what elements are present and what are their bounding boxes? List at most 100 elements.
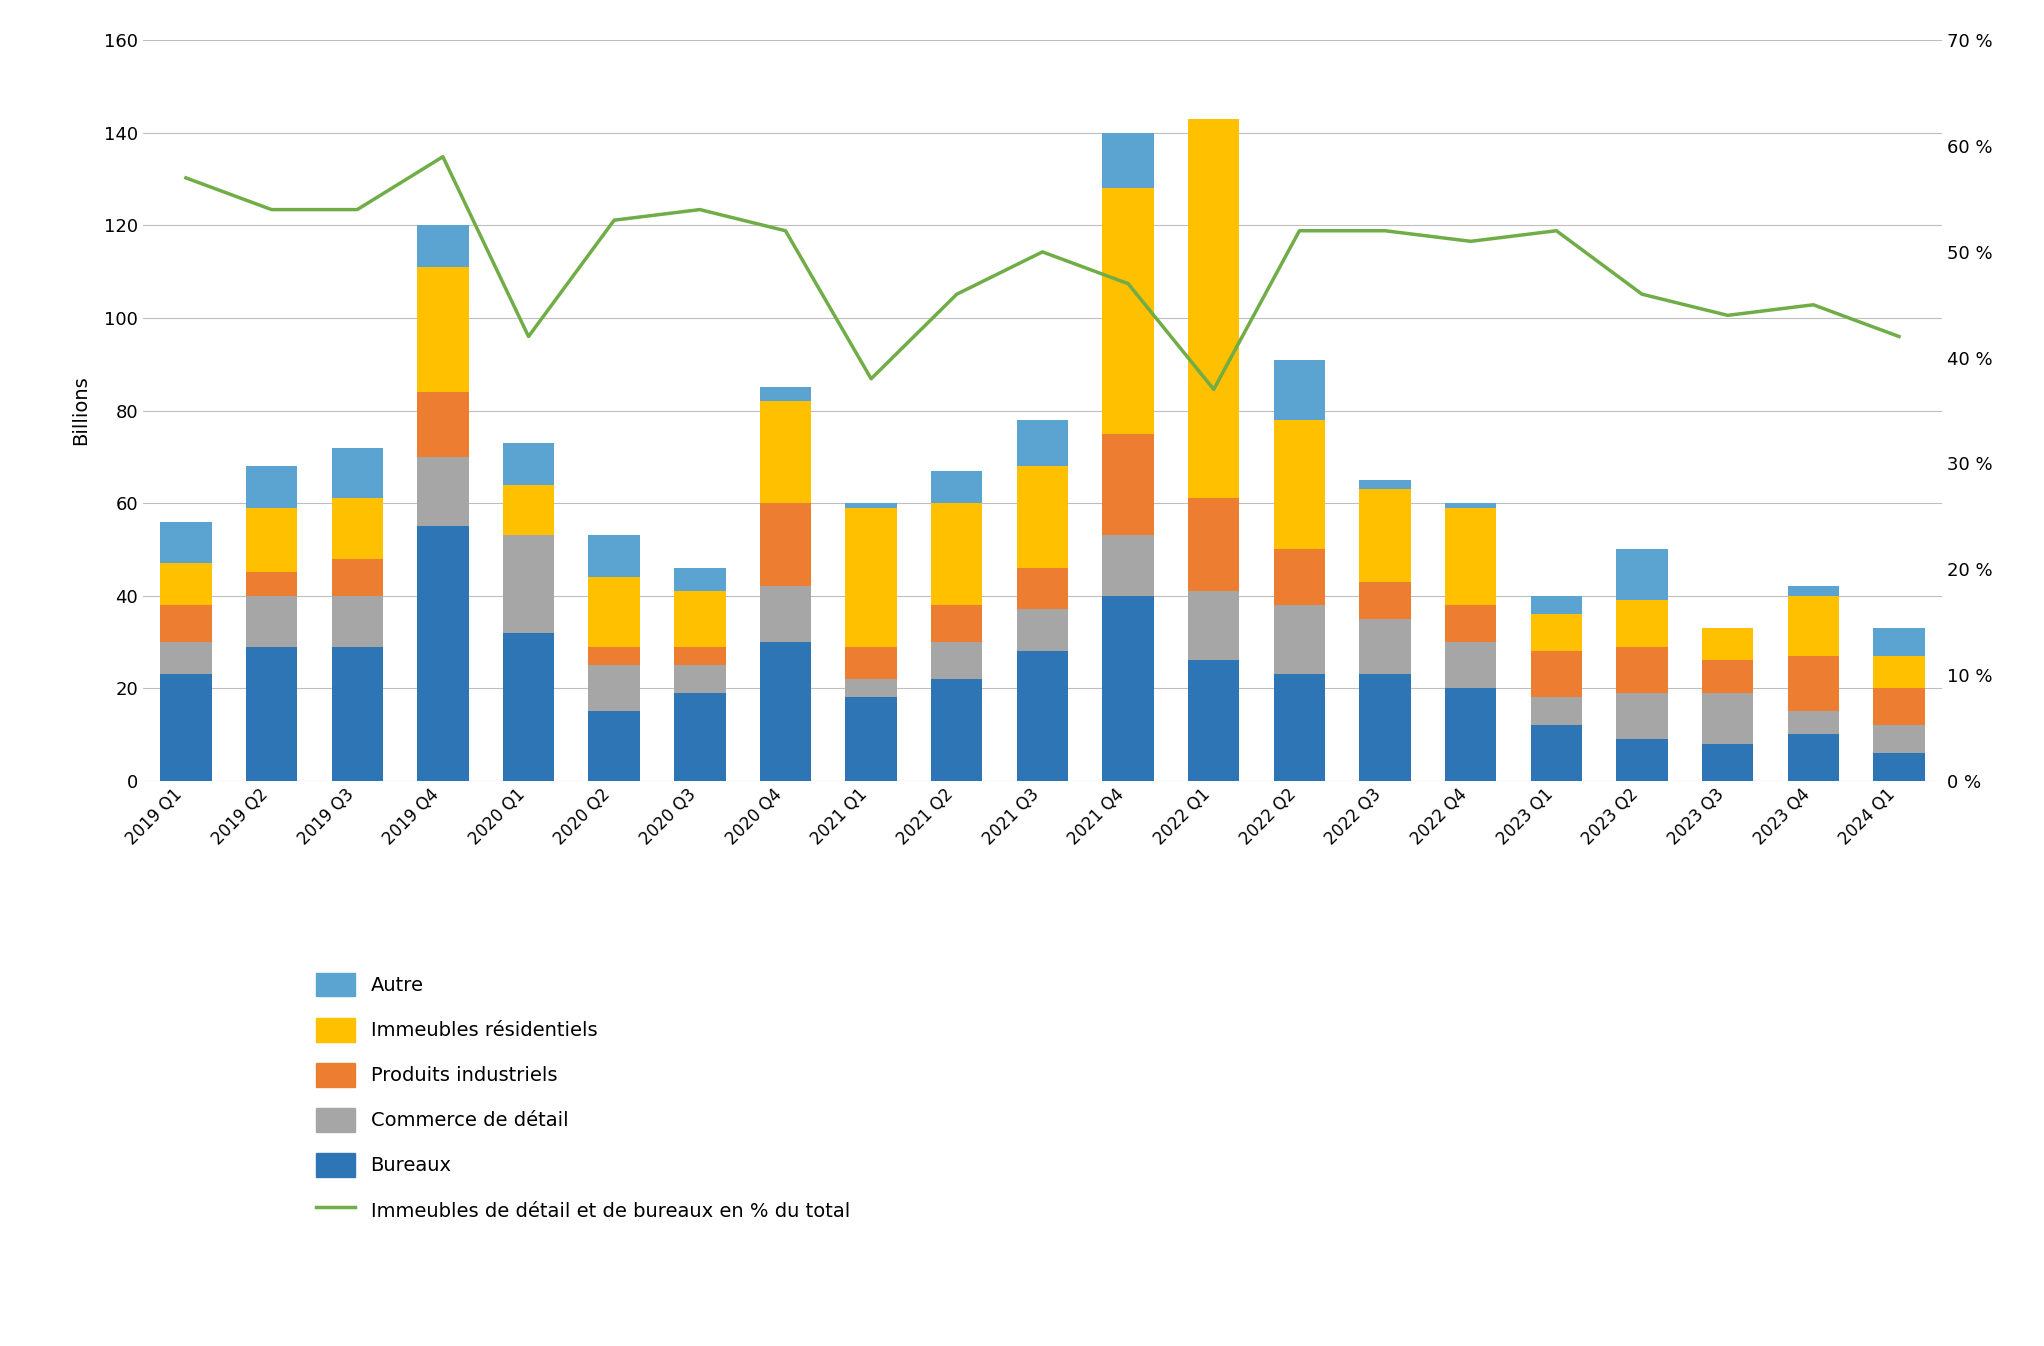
Bar bbox=[675, 591, 726, 646]
Bar bbox=[1359, 581, 1410, 619]
Bar bbox=[589, 646, 640, 665]
Bar bbox=[675, 693, 726, 781]
Bar bbox=[1016, 651, 1069, 781]
Bar bbox=[1016, 568, 1069, 610]
Bar bbox=[1273, 604, 1325, 674]
Bar bbox=[1531, 614, 1582, 651]
Bar bbox=[932, 503, 983, 604]
Bar bbox=[846, 678, 897, 697]
Bar bbox=[1273, 420, 1325, 549]
Bar bbox=[1872, 725, 1925, 752]
Legend: Autre, Immeubles résidentiels, Produits industriels, Commerce de détail, Bureaux: Autre, Immeubles résidentiels, Produits … bbox=[296, 953, 869, 1241]
Bar bbox=[846, 646, 897, 678]
Bar bbox=[1016, 466, 1069, 568]
Bar bbox=[1703, 661, 1754, 693]
Bar bbox=[760, 587, 811, 642]
Bar bbox=[1617, 646, 1668, 693]
Bar bbox=[1359, 619, 1410, 674]
Bar bbox=[245, 572, 296, 595]
Bar bbox=[1273, 674, 1325, 781]
Bar bbox=[1617, 600, 1668, 646]
Bar bbox=[331, 498, 382, 559]
Bar bbox=[1617, 739, 1668, 781]
Bar bbox=[1617, 693, 1668, 739]
Bar bbox=[1703, 629, 1754, 661]
Bar bbox=[1359, 674, 1410, 781]
Bar bbox=[760, 503, 811, 587]
Bar bbox=[1872, 629, 1925, 656]
Bar bbox=[1102, 133, 1153, 188]
Bar bbox=[1359, 489, 1410, 581]
Bar bbox=[503, 485, 554, 536]
Bar bbox=[1788, 735, 1840, 781]
Bar bbox=[245, 466, 296, 507]
Bar bbox=[245, 507, 296, 572]
Bar bbox=[1273, 359, 1325, 420]
Bar bbox=[1188, 661, 1239, 781]
Bar bbox=[503, 443, 554, 485]
Bar bbox=[1016, 420, 1069, 466]
Bar bbox=[1445, 642, 1496, 688]
Bar bbox=[159, 563, 213, 604]
Bar bbox=[589, 711, 640, 781]
Bar bbox=[1188, 498, 1239, 591]
Bar bbox=[932, 471, 983, 503]
Bar bbox=[503, 633, 554, 781]
Bar bbox=[1531, 651, 1582, 697]
Bar bbox=[1788, 711, 1840, 735]
Bar bbox=[846, 503, 897, 507]
Bar bbox=[589, 577, 640, 646]
Bar bbox=[1872, 688, 1925, 725]
Bar bbox=[675, 665, 726, 693]
Bar bbox=[846, 507, 897, 646]
Bar bbox=[1531, 595, 1582, 614]
Bar bbox=[417, 392, 468, 456]
Bar bbox=[159, 604, 213, 642]
Bar bbox=[1445, 503, 1496, 507]
Bar bbox=[675, 568, 726, 591]
Bar bbox=[417, 267, 468, 392]
Bar bbox=[589, 536, 640, 577]
Bar bbox=[932, 604, 983, 642]
Bar bbox=[159, 642, 213, 674]
Bar bbox=[1102, 188, 1153, 433]
Bar bbox=[1359, 481, 1410, 489]
Bar bbox=[1703, 744, 1754, 781]
Bar bbox=[159, 522, 213, 563]
Bar bbox=[331, 559, 382, 595]
Bar bbox=[245, 596, 296, 646]
Y-axis label: Billions: Billions bbox=[72, 376, 90, 446]
Bar bbox=[331, 596, 382, 646]
Bar bbox=[503, 536, 554, 633]
Bar bbox=[932, 642, 983, 678]
Bar bbox=[589, 665, 640, 711]
Bar bbox=[417, 226, 468, 267]
Bar bbox=[760, 401, 811, 503]
Bar bbox=[1788, 656, 1840, 711]
Bar bbox=[331, 646, 382, 781]
Bar bbox=[846, 697, 897, 781]
Bar bbox=[1617, 549, 1668, 600]
Bar bbox=[1102, 536, 1153, 595]
Bar bbox=[245, 646, 296, 781]
Bar bbox=[1788, 596, 1840, 656]
Bar bbox=[1445, 604, 1496, 642]
Bar bbox=[1872, 656, 1925, 688]
Bar bbox=[1788, 587, 1840, 595]
Bar bbox=[1445, 688, 1496, 781]
Bar bbox=[1102, 595, 1153, 781]
Bar bbox=[760, 642, 811, 781]
Bar bbox=[1531, 725, 1582, 781]
Bar bbox=[159, 674, 213, 781]
Bar bbox=[1188, 591, 1239, 661]
Bar bbox=[1703, 693, 1754, 744]
Bar bbox=[1445, 507, 1496, 604]
Bar bbox=[760, 388, 811, 401]
Bar bbox=[1273, 549, 1325, 604]
Bar bbox=[1531, 697, 1582, 725]
Bar bbox=[1102, 433, 1153, 536]
Bar bbox=[1872, 752, 1925, 781]
Bar bbox=[932, 678, 983, 781]
Bar bbox=[417, 526, 468, 781]
Bar bbox=[1016, 610, 1069, 651]
